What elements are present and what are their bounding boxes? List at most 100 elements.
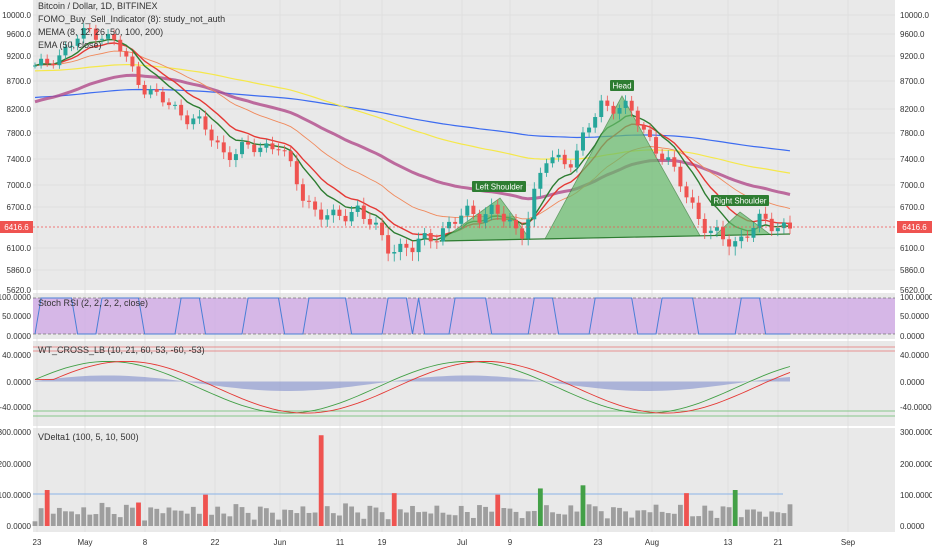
vdelta-bar xyxy=(604,518,610,526)
price-tick-label-right: 8700.0 xyxy=(900,77,925,86)
candle-body xyxy=(440,228,445,242)
vdelta-bar xyxy=(32,521,38,526)
price-axis-left: 10000.0 9600.0 9200.0 8700.0 8200.0 7800.0 740… xyxy=(2,11,31,295)
vdelta-bar xyxy=(574,511,580,526)
vdelta-bar xyxy=(732,490,738,526)
vdelta-bar xyxy=(105,507,111,526)
candle-body xyxy=(386,235,391,254)
price-tick-label-right: 8200.0 xyxy=(900,105,925,114)
vdelta-bar xyxy=(123,504,129,526)
stoch-k-line xyxy=(34,297,790,335)
neckline xyxy=(439,233,791,242)
wt2-line xyxy=(35,360,791,414)
indicator-tick-right: 300.0000 xyxy=(900,428,932,437)
time-tick-label: Aug xyxy=(645,538,659,547)
candle-body xyxy=(501,213,506,222)
vdelta-bar xyxy=(641,510,647,526)
vdelta-bar xyxy=(659,511,665,526)
candle-body xyxy=(136,66,141,85)
vdelta-bar xyxy=(623,511,629,526)
candle-body xyxy=(672,157,677,167)
time-tick-label: 23 xyxy=(594,538,603,547)
price-tick-label-right: 5620.0 xyxy=(900,286,925,295)
candle-body xyxy=(380,222,385,236)
candle-body xyxy=(788,222,792,229)
wt-pane xyxy=(33,341,895,426)
vdelta-bar xyxy=(172,510,178,526)
vdelta-bar xyxy=(446,514,452,526)
stoch-band xyxy=(33,298,895,334)
vdelta-bar xyxy=(720,506,726,526)
vdelta-bar xyxy=(270,512,275,526)
vdelta-bar xyxy=(343,503,348,526)
vdelta-bar xyxy=(385,519,391,526)
price-tick-label-left: 5860.0 xyxy=(7,266,32,275)
candle-body xyxy=(550,157,555,164)
candle-body xyxy=(319,209,324,220)
vdelta-bar xyxy=(239,507,245,526)
candle-body xyxy=(471,205,476,215)
candle-body xyxy=(507,219,512,222)
vdelta-bar xyxy=(763,516,769,526)
vdelta-bar xyxy=(702,505,708,526)
candle-body xyxy=(142,84,147,95)
vdelta-bar xyxy=(38,508,44,526)
candle-body xyxy=(361,205,366,219)
candle-body xyxy=(721,227,726,240)
candle-body xyxy=(306,200,311,202)
time-tick-label: 11 xyxy=(336,538,345,547)
candle-body xyxy=(63,46,68,56)
price-tick-label-right: 6100.0 xyxy=(900,244,925,253)
candle-body xyxy=(520,228,525,239)
vdelta-bar xyxy=(87,514,93,526)
vdelta-bar xyxy=(117,517,123,526)
candle-body xyxy=(684,186,689,198)
vdelta-bar xyxy=(757,511,762,526)
candle-body xyxy=(355,205,360,212)
vdelta-bar xyxy=(190,506,196,526)
vdelta-bar xyxy=(221,513,227,526)
candle-body xyxy=(398,243,403,253)
vdelta-bar xyxy=(391,493,397,526)
candle-body xyxy=(160,91,165,103)
grid-lines xyxy=(33,0,895,532)
ema-8-line xyxy=(34,38,791,242)
vdelta-bar xyxy=(495,494,501,526)
vdelta-bar xyxy=(69,511,74,526)
candle-body xyxy=(191,118,196,125)
candle-body xyxy=(337,209,342,216)
indicator-tick-right: 0.0000 xyxy=(900,522,925,531)
indicator-tick-right: 100.0000 xyxy=(900,491,932,500)
candle-body xyxy=(112,33,117,40)
candle-body xyxy=(288,151,293,162)
vdelta-bar xyxy=(130,507,135,526)
wt-histogram xyxy=(35,375,790,391)
candle-body xyxy=(593,117,598,128)
vdelta-bar xyxy=(787,504,793,526)
vdelta-bar xyxy=(617,507,622,526)
vdelta-bar xyxy=(513,511,519,526)
vdelta-bar xyxy=(416,512,421,526)
vdelta-bar xyxy=(477,505,482,526)
indicator-tick-right: 200.0000 xyxy=(900,460,932,469)
vdelta-bar xyxy=(525,511,531,526)
vdelta-bar xyxy=(422,511,428,526)
candle-body xyxy=(447,221,452,229)
candle-body xyxy=(209,129,214,141)
vdelta-bar xyxy=(263,508,269,526)
candle-body xyxy=(580,132,585,151)
candle-body xyxy=(343,215,348,222)
price-tick-label-left: 8700.0 xyxy=(7,77,32,86)
vdelta-bar xyxy=(580,485,586,526)
right-shoulder-annotation: Right Shoulder xyxy=(711,195,769,206)
vdelta-bar xyxy=(50,513,56,526)
candle-body xyxy=(532,188,537,220)
candle-body xyxy=(708,230,713,234)
vdelta-bar xyxy=(245,512,251,526)
wt1-line xyxy=(34,360,791,414)
candle-body xyxy=(252,144,257,153)
candle-body xyxy=(325,215,330,220)
stoch-label: Stoch RSI (2, 2, 2, 2, close) xyxy=(38,298,148,308)
